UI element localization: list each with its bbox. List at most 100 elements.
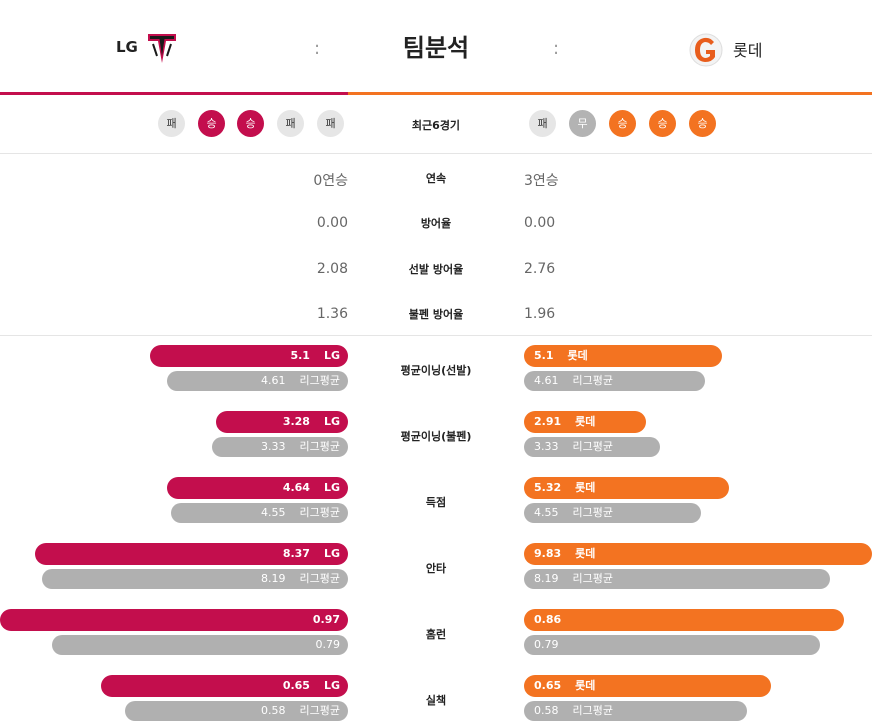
right-league-avg-bar-tag: 리그평균 — [572, 506, 613, 519]
left-team-bar-value: 4.64 — [282, 481, 310, 494]
stat-row-era: 0.00 방어율 0.00 — [0, 209, 872, 239]
right-team-bar-value: 0.65 — [534, 679, 562, 692]
left-league-avg-bar-tag: 리그평균 — [299, 704, 340, 717]
right-team-bar: 5.1 롯데 — [524, 345, 722, 367]
right-recent-result: 승 — [689, 110, 716, 137]
left-team-bar-value: 8.37 — [282, 547, 310, 560]
left-league-avg-bar-value: 4.55 — [261, 506, 286, 519]
bar-stat-label: 득점 — [425, 496, 447, 509]
left-league-avg-bar-value: 4.61 — [261, 374, 286, 387]
giants-logo-icon[interactable] — [688, 32, 724, 68]
left-recent-result: 승 — [237, 110, 264, 137]
left-recent-result: 패 — [317, 110, 344, 137]
left-recent-result: 패 — [158, 110, 185, 137]
left-recent-result: 승 — [198, 110, 225, 137]
left-league-avg-bar-value: 8.19 — [261, 572, 286, 585]
right-recent-result: 승 — [649, 110, 676, 137]
right-team-bar-tag: 롯데 — [575, 679, 596, 692]
right-stat-value: 0.00 — [524, 215, 556, 231]
left-league-avg-bar: 0.58 리그평균 — [125, 701, 348, 721]
left-team-bar: 4.64 LG — [167, 477, 348, 499]
bar-group: 0.65 LG 0.58 리그평균 0.65 롯데 0.58 리그평균 실책 — [0, 675, 872, 725]
right-league-avg-bar-tag: 리그평균 — [572, 572, 613, 585]
left-team-color-line — [0, 92, 348, 95]
left-team-bar-tag: LG — [323, 349, 340, 362]
left-team-bar-tag: LG — [323, 679, 340, 692]
right-team-bar: 0.86 — [524, 609, 844, 631]
right-team-bar-value: 0.86 — [534, 613, 562, 626]
right-league-avg-bar-value: 4.61 — [534, 374, 559, 387]
right-league-avg-bar-value: 0.58 — [534, 704, 559, 717]
right-team-bar: 5.32 롯데 — [524, 477, 729, 499]
left-team-bar: 8.37 LG — [35, 543, 348, 565]
bar-stat-label: 홈런 — [425, 628, 447, 641]
right-league-avg-bar: 3.33 리그평균 — [524, 437, 660, 457]
right-league-avg-bar-value: 3.33 — [534, 440, 559, 453]
bar-group: 0.97 0.79 0.86 0.79 홈런 — [0, 609, 872, 659]
bar-group: 3.28 LG 3.33 리그평균 2.91 롯데 3.33 리그평균 평균이닝(불펜) — [0, 411, 872, 461]
left-stat-value: 0연승 — [313, 173, 348, 189]
section-divider — [0, 335, 872, 336]
left-team-name[interactable]: LG — [116, 38, 138, 56]
left-team-bar-value: 0.65 — [282, 679, 310, 692]
header: LG : 팀분석 : 롯데 — [0, 0, 872, 96]
stat-label: 불펜 방어율 — [408, 308, 464, 321]
left-league-avg-bar-tag: 리그평균 — [299, 374, 340, 387]
stat-row-bullpen-era: 1.36 불펜 방어율 1.96 — [0, 300, 872, 330]
stat-label: 선발 방어율 — [408, 263, 464, 276]
right-stat-value: 1.96 — [524, 306, 556, 322]
right-team-bar-tag: 롯데 — [575, 481, 596, 494]
right-team-bar: 9.83 롯데 — [524, 543, 872, 565]
stat-row-streak: 0연승 연속 3연승 — [0, 164, 872, 194]
right-league-avg-bar-tag: 리그평균 — [572, 440, 613, 453]
left-team-bar-value: 5.1 — [290, 349, 310, 362]
bar-stat-label: 실책 — [425, 694, 447, 707]
right-team-bar: 0.65 롯데 — [524, 675, 771, 697]
left-league-avg-bar: 4.61 리그평균 — [167, 371, 348, 391]
right-stat-value: 3연승 — [524, 173, 559, 189]
bar-stat-label: 평균이닝(불펜) — [400, 430, 472, 443]
right-team-bar-tag: 롯데 — [575, 547, 596, 560]
left-stat-value: 1.36 — [316, 306, 348, 322]
separator-left: : — [314, 38, 321, 59]
right-league-avg-bar-tag: 리그평균 — [572, 374, 613, 387]
stat-label: 연속 — [425, 172, 447, 185]
left-team-bar: 5.1 LG — [150, 345, 348, 367]
recent-games-row: 패 승 승 패 패 최근6경기 패 무 승 승 승 — [0, 96, 872, 154]
bar-group: 8.37 LG 8.19 리그평균 9.83 롯데 8.19 리그평균 안타 — [0, 543, 872, 593]
right-team-bar-value: 5.32 — [534, 481, 562, 494]
stat-label: 방어율 — [420, 217, 452, 230]
left-league-avg-bar-value: 3.33 — [261, 440, 286, 453]
right-league-avg-bar-value: 4.55 — [534, 506, 559, 519]
right-league-avg-bar: 4.61 리그평균 — [524, 371, 705, 391]
bar-stat-label: 평균이닝(선발) — [400, 364, 472, 377]
right-league-avg-bar: 8.19 리그평균 — [524, 569, 830, 589]
left-team-bar: 3.28 LG — [216, 411, 348, 433]
left-team-bar-value: 0.97 — [312, 613, 340, 626]
right-team-color-line — [348, 92, 872, 95]
right-league-avg-bar: 4.55 리그평균 — [524, 503, 701, 523]
right-team-bar-tag: 롯데 — [575, 415, 596, 428]
right-recent-result: 패 — [529, 110, 556, 137]
left-league-avg-bar: 4.55 리그평균 — [171, 503, 348, 523]
left-team-bar: 0.97 — [0, 609, 348, 631]
right-team-bar: 2.91 롯데 — [524, 411, 646, 433]
right-league-avg-bar: 0.58 리그평균 — [524, 701, 747, 721]
right-league-avg-bar: 0.79 — [524, 635, 820, 655]
left-league-avg-bar-value: 0.79 — [315, 638, 341, 651]
left-league-avg-bar-tag: 리그평균 — [299, 440, 340, 453]
right-stat-value: 2.76 — [524, 261, 556, 277]
left-stat-value: 0.00 — [316, 215, 348, 231]
right-league-avg-bar-value: 0.79 — [534, 638, 559, 651]
right-team-bar-value: 5.1 — [534, 349, 554, 362]
right-team-name[interactable]: 롯데 — [733, 41, 763, 60]
right-team-bar-value: 2.91 — [534, 415, 562, 428]
left-league-avg-bar-value: 0.58 — [261, 704, 286, 717]
separator-right: : — [553, 38, 560, 59]
bar-group: 4.64 LG 4.55 리그평균 5.32 롯데 4.55 리그평균 득점 — [0, 477, 872, 527]
right-recent-result: 무 — [569, 110, 596, 137]
twins-logo-icon[interactable] — [144, 30, 180, 66]
left-league-avg-bar: 0.79 — [52, 635, 348, 655]
right-league-avg-bar-tag: 리그평균 — [572, 704, 613, 717]
right-recent-result: 승 — [609, 110, 636, 137]
